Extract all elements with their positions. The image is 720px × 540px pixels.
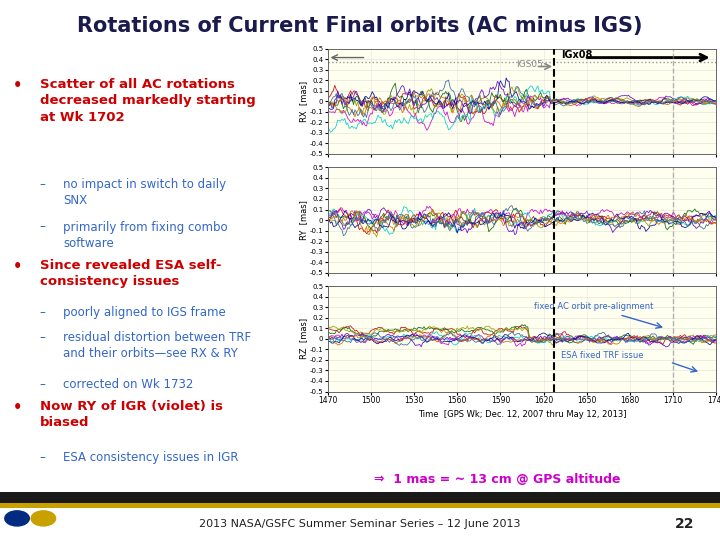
Text: •: •: [13, 259, 22, 274]
Text: –: –: [40, 220, 45, 233]
Text: glb: glb: [553, 68, 565, 77]
Text: •: •: [13, 78, 22, 92]
Bar: [0, 503, 720, 508]
Text: Now RY of IGR (violet) is
biased: Now RY of IGR (violet) is biased: [40, 400, 222, 429]
Text: ⇒  1 mas = ~ 13 cm @ GPS altitude: ⇒ 1 mas = ~ 13 cm @ GPS altitude: [374, 472, 621, 486]
Text: corrected on Wk 1732: corrected on Wk 1732: [63, 379, 193, 392]
Y-axis label: RZ  [mas]: RZ [mas]: [300, 318, 308, 360]
Text: ← replot: ← replot: [331, 68, 363, 77]
Text: primarily from fixing combo
software: primarily from fixing combo software: [63, 220, 228, 249]
Text: –: –: [40, 332, 45, 345]
Text: –: –: [40, 451, 45, 464]
Text: esa: esa: [523, 68, 537, 77]
Text: mit: mit: [671, 68, 684, 77]
Text: emr: emr: [494, 68, 509, 77]
Text: IGx08: IGx08: [561, 50, 593, 59]
Bar: [0, 492, 720, 503]
Text: jpl: jpl: [642, 68, 651, 77]
Text: operations →: operations →: [378, 68, 428, 77]
Text: no impact in switch to daily
SNX: no impact in switch to daily SNX: [63, 178, 226, 207]
Circle shape: [5, 511, 30, 526]
Text: poorly aligned to IGS frame: poorly aligned to IGS frame: [63, 306, 225, 319]
Text: fixed AC orbit pre-alignment: fixed AC orbit pre-alignment: [534, 302, 653, 312]
Text: –: –: [40, 178, 45, 191]
Circle shape: [31, 511, 55, 526]
Text: 22: 22: [675, 517, 695, 531]
Text: IGS05: IGS05: [516, 59, 543, 69]
Text: residual distortion between TRF
and their orbits—see RX & RY: residual distortion between TRF and thei…: [63, 332, 251, 360]
Text: Rotations of Current Final orbits (AC minus IGS): Rotations of Current Final orbits (AC mi…: [77, 16, 643, 36]
Text: Scatter of all AC rotations
decreased markedly starting
at Wk 1702: Scatter of all AC rotations decreased ma…: [40, 78, 256, 124]
Text: - weekly means -: - weekly means -: [474, 50, 570, 60]
Text: ngs: ngs: [701, 68, 714, 77]
Y-axis label: RY  [mas]: RY [mas]: [300, 200, 308, 240]
Text: grg: grg: [582, 68, 595, 77]
Text: 2013 NASA/GSFC Summer Seminar Series – 12 June 2013: 2013 NASA/GSFC Summer Seminar Series – 1…: [199, 518, 521, 529]
Text: Since revealed ESA self-
consistency issues: Since revealed ESA self- consistency iss…: [40, 259, 221, 288]
Text: –: –: [40, 379, 45, 392]
Text: ESA consistency issues in IGR: ESA consistency issues in IGR: [63, 451, 238, 464]
Text: igr: igr: [612, 68, 623, 77]
X-axis label: Time  [GPS Wk; Dec. 12, 2007 thru May 12, 2013]: Time [GPS Wk; Dec. 12, 2007 thru May 12,…: [418, 410, 626, 419]
Y-axis label: RX  [mas]: RX [mas]: [300, 80, 308, 122]
Text: –: –: [40, 306, 45, 319]
Text: cod: cod: [464, 68, 478, 77]
Text: •: •: [13, 400, 22, 415]
Text: ESA fixed TRF issue: ESA fixed TRF issue: [561, 351, 644, 360]
